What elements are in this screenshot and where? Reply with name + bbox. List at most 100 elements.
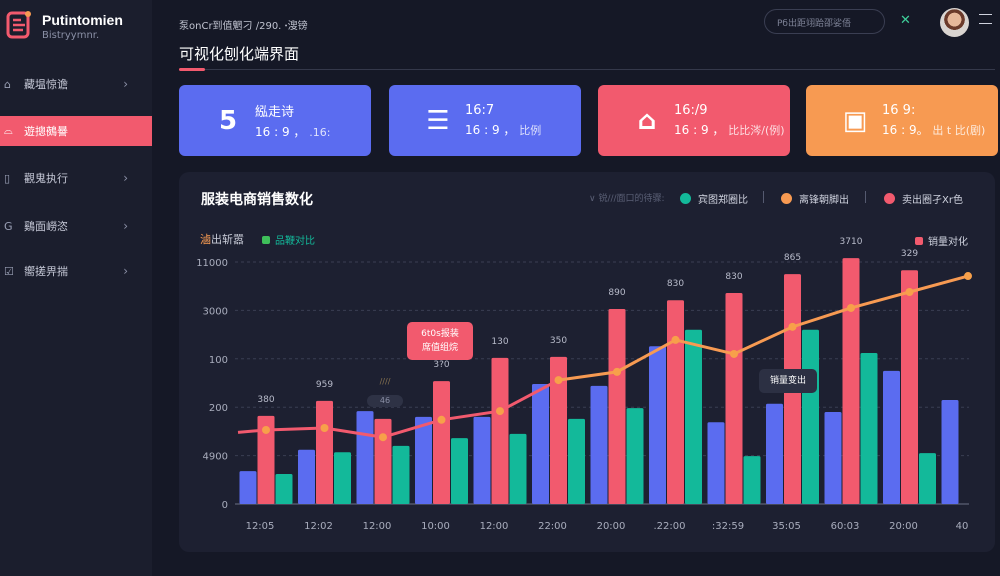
legend-item-2[interactable]: 离锋朝脚出 bbox=[781, 191, 849, 206]
sub-legend-label: 品鞭对比 bbox=[275, 236, 315, 247]
data-label: 890 bbox=[608, 288, 625, 298]
data-label: 329 bbox=[901, 249, 918, 259]
sidebar-item-label: 遊摠鵺謈 bbox=[24, 125, 68, 138]
card-note: 比例 bbox=[519, 124, 542, 137]
bar-s1 bbox=[532, 383, 549, 504]
tools-icon[interactable]: ✕ bbox=[900, 13, 911, 28]
y-tick-label: 3000 bbox=[203, 306, 228, 317]
line-point bbox=[788, 322, 797, 331]
sub-legend-left: 滷出斩嚣 bbox=[200, 231, 244, 247]
sidebar-item-5[interactable]: ☑ 嚮搓畀揣 › bbox=[0, 256, 152, 286]
sidebar-item-3[interactable]: ▯ 觀鬼执行 › bbox=[0, 163, 152, 193]
chevron-right-icon: › bbox=[123, 219, 128, 233]
legend-filter[interactable]: ∨ 锐///面口的待骤: bbox=[589, 194, 665, 204]
bar-s3 bbox=[451, 438, 468, 504]
bag-icon: ⌓ bbox=[4, 124, 13, 137]
sidebar-item-1[interactable]: ⌂ 藏塭惊谵 › bbox=[0, 69, 152, 99]
y-tick-label: 100 bbox=[209, 355, 228, 366]
line-point bbox=[320, 424, 329, 433]
card-label: 16:7 bbox=[465, 103, 495, 118]
document-icon: ▯ bbox=[4, 171, 11, 185]
line-point bbox=[379, 433, 387, 442]
legend-dot bbox=[680, 193, 691, 204]
bar-s2 bbox=[550, 356, 567, 504]
value-badge: 46 bbox=[367, 395, 403, 407]
tooltip-line: 6t0s报装 bbox=[421, 329, 459, 339]
x-tick-label: 20:00 bbox=[597, 521, 626, 532]
data-label: 3?0 bbox=[433, 360, 450, 370]
chart-panel: 0 4900 200 100 3000 11000 12:05 12:02 12:00 10:00… bbox=[179, 172, 995, 552]
y-tick-label: 4900 bbox=[203, 452, 228, 463]
bar-s2 bbox=[901, 270, 918, 504]
sidebar-item-label: 鷄面嶗恣 bbox=[24, 220, 68, 233]
sidebar-item-label: 觀鬼执行 bbox=[24, 172, 68, 185]
menu-icon[interactable] bbox=[979, 14, 992, 24]
bar-s2 bbox=[374, 418, 392, 504]
search-input[interactable]: Pб出距翊跲邵娑俉 bbox=[764, 9, 885, 34]
sub-legend-green[interactable]: 品鞭对比 bbox=[262, 232, 315, 247]
card-label: 紭走诗 bbox=[255, 105, 295, 120]
bar-s3 bbox=[392, 445, 410, 504]
data-label: 830 bbox=[667, 279, 684, 289]
x-tick-label: 20:00 bbox=[889, 521, 918, 532]
brand-name: Putintomien bbox=[42, 12, 123, 28]
chart-title: 服装电商销售数化 bbox=[201, 192, 313, 208]
stat-card-2[interactable]: ☰ 16:7 16 : 9 ， 比例 bbox=[389, 85, 581, 156]
sidebar: Putintomien Bistryymnr. ⌂ 藏塭惊谵 › ⌓ 遊摠鵺謈 ▯ 觀鬼… bbox=[0, 0, 152, 576]
bar-s2 bbox=[725, 292, 743, 504]
bar-s1 bbox=[473, 416, 491, 504]
legend-dot bbox=[884, 193, 895, 204]
data-label: 350 bbox=[550, 336, 567, 346]
bar-s2 bbox=[667, 300, 684, 504]
x-tick-label: 12:02 bbox=[304, 521, 333, 532]
stat-card-3[interactable]: ⌂ 16:/9 16 : 9 ， 比比涔/(例) bbox=[598, 85, 790, 156]
bar-s2 bbox=[316, 400, 333, 504]
bar-s3 bbox=[860, 352, 878, 504]
x-tick-label: 40 bbox=[956, 521, 969, 532]
y-tick-label: 11000 bbox=[196, 258, 228, 269]
value-dash: //// bbox=[379, 377, 391, 386]
tooltip-line: 席值组烷 bbox=[421, 343, 458, 353]
sub-legend-right[interactable]: 销量对化 bbox=[915, 233, 968, 248]
line-series-orange bbox=[558, 274, 969, 382]
data-label: 959 bbox=[316, 380, 333, 390]
y-tick-label: 200 bbox=[209, 403, 228, 414]
data-label: 130 bbox=[491, 337, 508, 347]
legend-dot bbox=[781, 193, 792, 204]
bar-s1 bbox=[298, 449, 315, 504]
legend-label: 宾图郑圈比 bbox=[698, 195, 748, 206]
sidebar-item-2[interactable]: ⌓ 遊摠鵺謈 bbox=[0, 116, 152, 146]
bar-s3 bbox=[509, 433, 527, 504]
line-point bbox=[437, 415, 446, 424]
data-label: 830 bbox=[725, 272, 742, 282]
line-series-red bbox=[237, 378, 560, 439]
x-tick-label: 22:00 bbox=[538, 521, 567, 532]
bar-s2 bbox=[842, 258, 860, 504]
legend-item-1[interactable]: 宾图郑圈比 bbox=[680, 191, 748, 206]
stat-card-4[interactable]: ▣ 16 9: 16 : 9。 出 t 比(剧) bbox=[806, 85, 998, 156]
sidebar-item-4[interactable]: G 鷄面嶗恣 › bbox=[0, 211, 152, 241]
bar-s2 bbox=[608, 308, 626, 504]
brand-subtitle: Bistryymnr. bbox=[42, 30, 100, 41]
line-point bbox=[613, 367, 621, 376]
legend-item-3[interactable]: 卖出圈孑Xr色 bbox=[884, 191, 963, 206]
list-icon: ☰ bbox=[426, 105, 450, 136]
bar-s1 bbox=[356, 411, 374, 504]
user-icon: ▣ bbox=[842, 105, 868, 136]
chevron-right-icon: › bbox=[123, 77, 128, 91]
stat-card-1[interactable]: 5 紭走诗 16 : 9 ， .16: bbox=[179, 85, 371, 156]
logo-icon bbox=[6, 11, 31, 39]
bar-s1 bbox=[766, 403, 783, 504]
bar-s1 bbox=[941, 399, 959, 504]
avatar[interactable] bbox=[940, 8, 969, 37]
chart-svg: 0 4900 200 100 3000 11000 12:05 12:02 12:00 10:00… bbox=[196, 237, 972, 532]
line-point bbox=[730, 349, 738, 358]
bar-s1 bbox=[824, 412, 842, 504]
line-point bbox=[671, 335, 680, 344]
bar-s3 bbox=[743, 456, 761, 504]
line-point bbox=[905, 288, 914, 297]
page-title: 可视化刨化端界面 bbox=[179, 45, 300, 63]
card-label: 16:/9 bbox=[674, 103, 708, 118]
x-tick-label: 35:05 bbox=[772, 521, 801, 532]
bar-s2 bbox=[491, 357, 509, 504]
